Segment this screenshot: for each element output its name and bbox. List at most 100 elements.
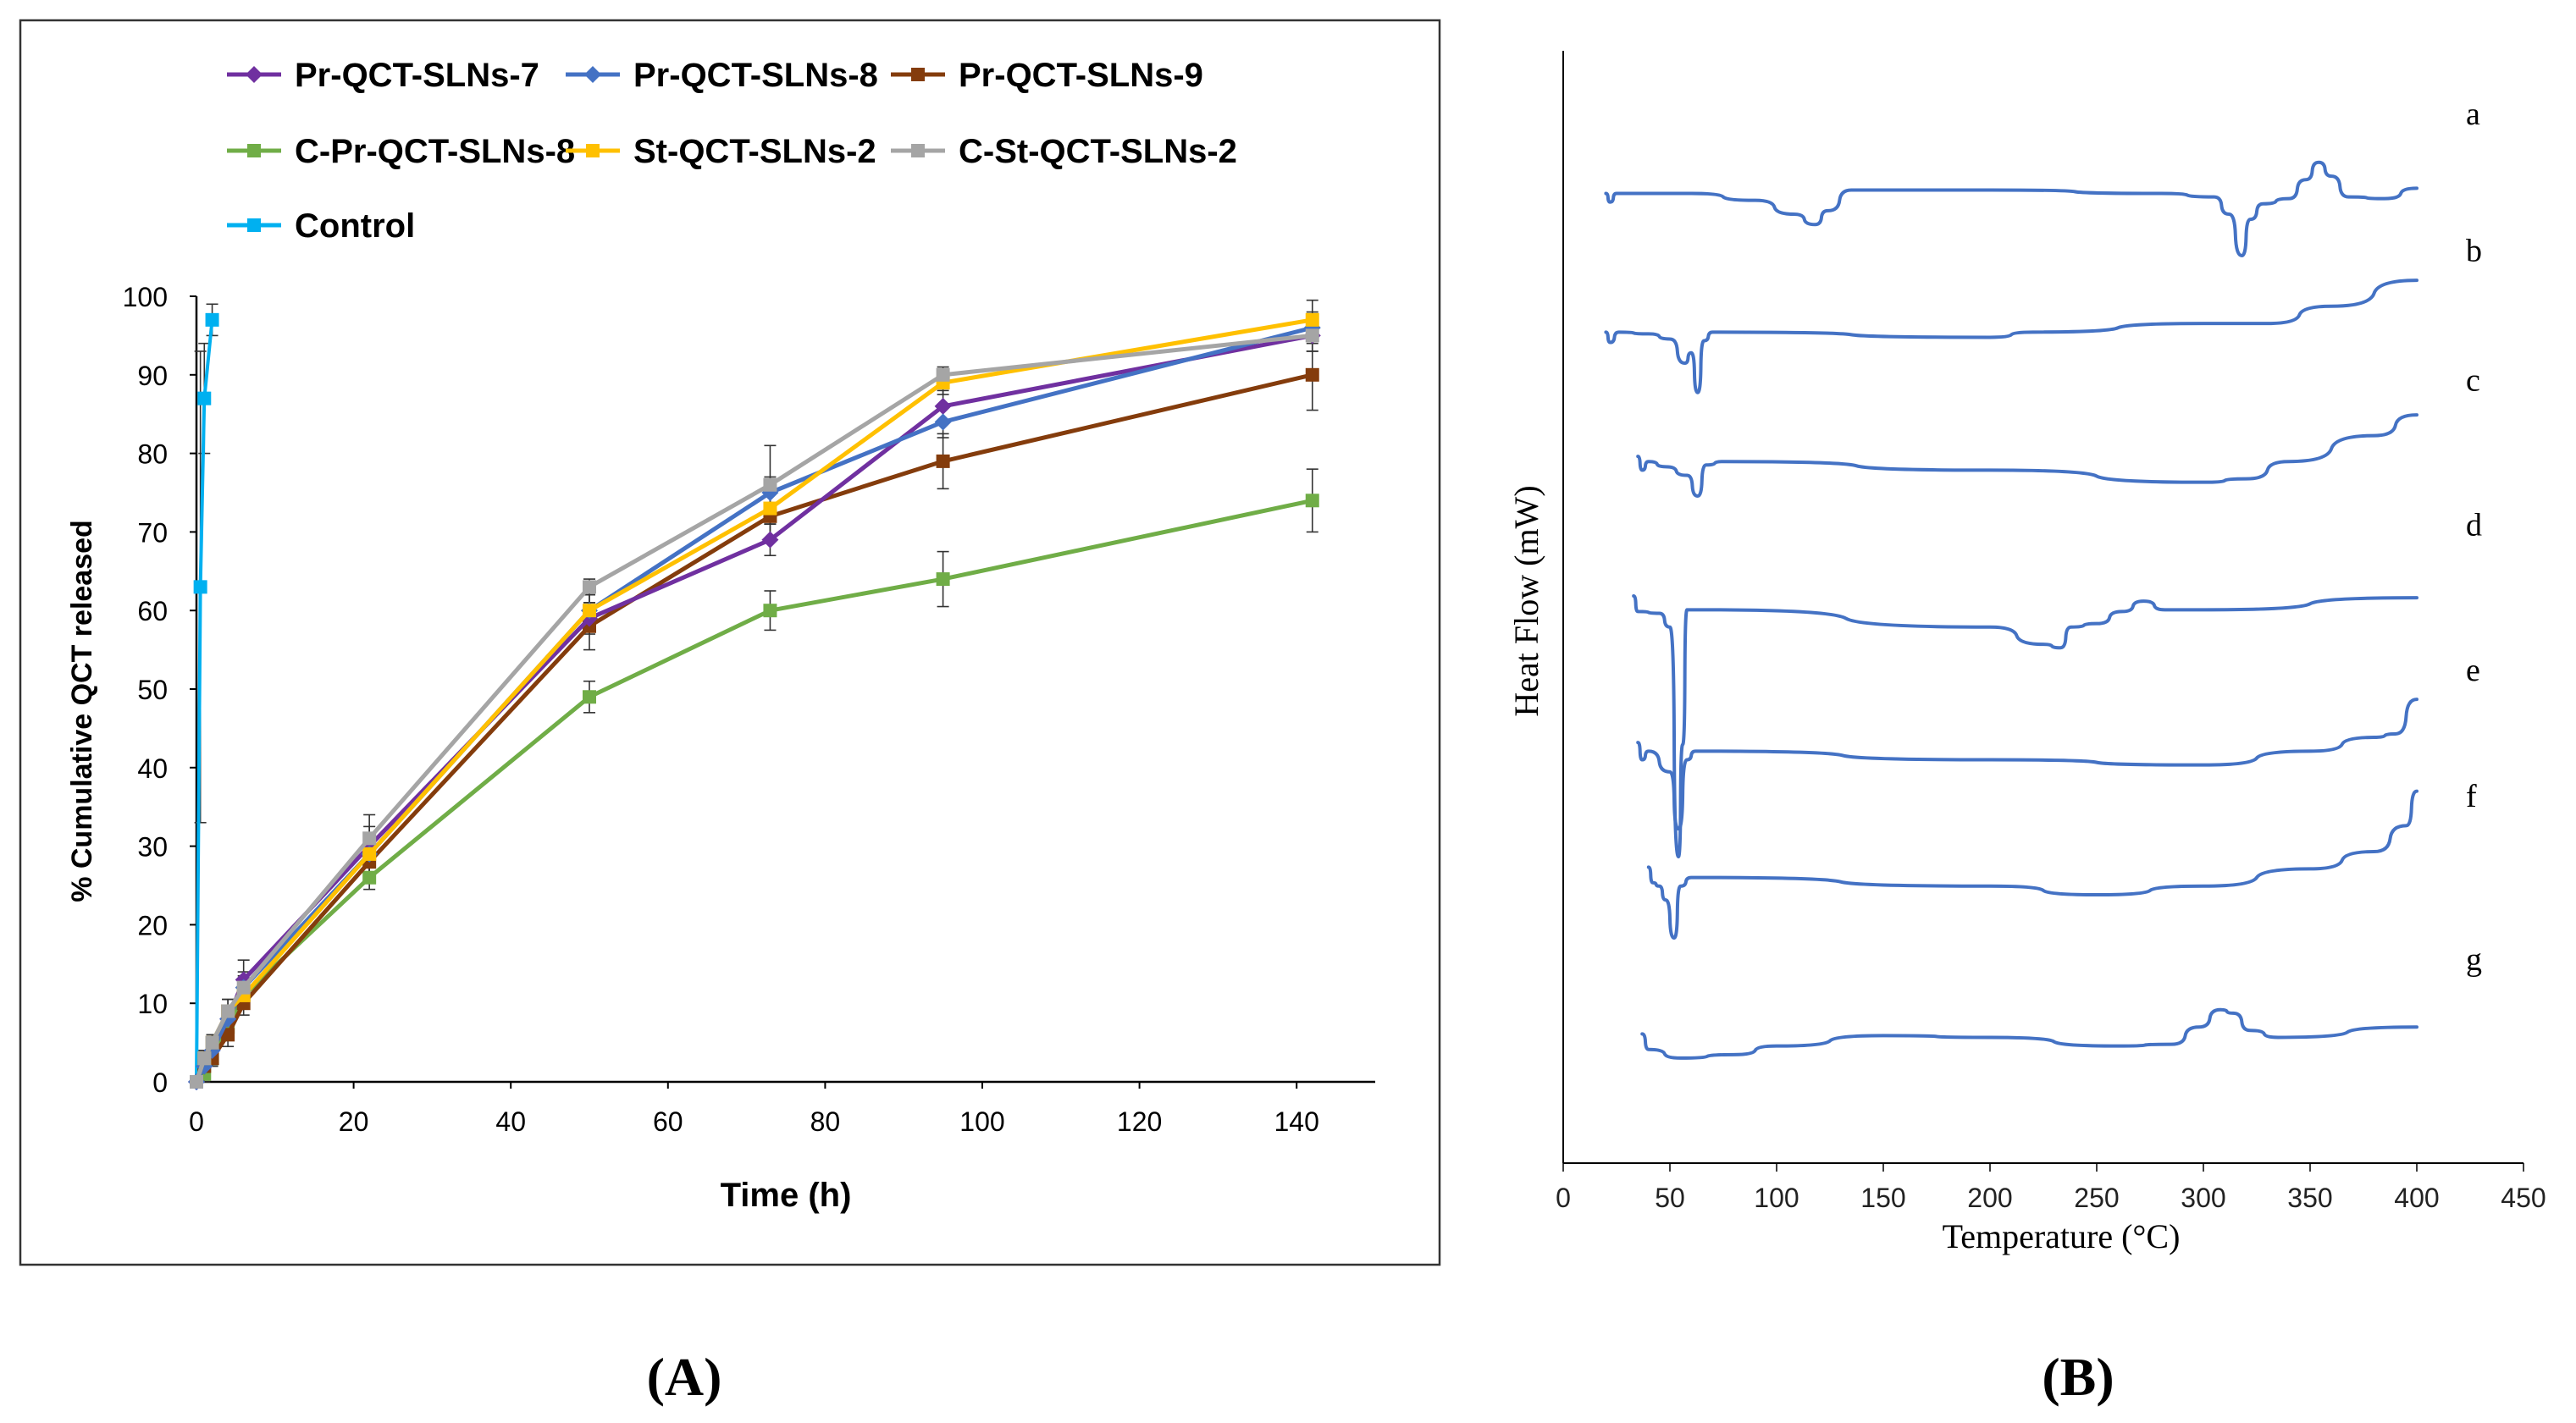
data-point-c-pr-qct-slns-8 xyxy=(1305,494,1319,508)
legend-entry-st-qct-slns-2: St-QCT-SLNs-2 xyxy=(566,133,876,170)
panel-b-curves: a b c d e f g xyxy=(1604,97,2482,1060)
data-point-control xyxy=(193,580,207,594)
panel-a-ytick-label: 0 xyxy=(152,1067,168,1098)
data-point-pr-qct-slns-7 xyxy=(761,531,779,549)
data-point-c-st-qct-slns-2 xyxy=(936,367,950,382)
legend-entry-pr-qct-slns-9: Pr-QCT-SLNs-9 xyxy=(891,57,1203,94)
data-point-pr-qct-slns-7 xyxy=(934,397,952,415)
legend-marker xyxy=(911,144,925,157)
legend-entry-c-st-qct-slns-2: C-St-QCT-SLNs-2 xyxy=(891,133,1237,170)
data-point-c-st-qct-slns-2 xyxy=(583,580,596,594)
legend-label: Control xyxy=(295,207,415,245)
data-point-st-qct-slns-2 xyxy=(763,501,777,516)
dsc-curve-label-b: b xyxy=(2466,234,2482,269)
data-point-st-qct-slns-2 xyxy=(583,604,596,618)
legend-marker xyxy=(584,66,601,83)
panel-b-caption: (B) xyxy=(2042,1347,2114,1407)
panel-b-xtick-label: 300 xyxy=(2181,1183,2225,1213)
panel-a-xtick-label: 20 xyxy=(339,1106,369,1137)
panel-b-xtick-label: 150 xyxy=(1860,1183,1905,1213)
panel-a-ytick-label: 30 xyxy=(137,832,168,863)
data-point-c-st-qct-slns-2 xyxy=(205,1035,219,1050)
legend-marker xyxy=(911,68,925,81)
panel-a-frame xyxy=(19,19,1441,1266)
legend-entry-pr-qct-slns-7: Pr-QCT-SLNs-7 xyxy=(227,57,539,94)
data-point-c-pr-qct-slns-8 xyxy=(936,572,950,587)
data-point-c-st-qct-slns-2 xyxy=(362,831,377,846)
panel-b-xtick-label: 400 xyxy=(2394,1183,2439,1213)
panel-a-ytick-label: 40 xyxy=(137,753,168,784)
panel-a-axes: 0 10 20 30 40 50 60 70 80 90 100 0 20 40 60 80 100 120 140 xyxy=(123,282,1375,1137)
panel-a-xtick-label: 140 xyxy=(1274,1106,1319,1137)
panel-a-xtick-label: 60 xyxy=(653,1106,683,1137)
legend-entry-control: Control xyxy=(227,207,415,245)
panel-a-ytick-label: 80 xyxy=(137,439,168,470)
panel-b-xtick-label: 450 xyxy=(2501,1183,2546,1213)
panel-a-xtick-label: 100 xyxy=(959,1106,1004,1137)
panel-a-xtick-label: 80 xyxy=(810,1106,841,1137)
legend-label: Pr-QCT-SLNs-9 xyxy=(959,57,1203,94)
data-point-c-st-qct-slns-2 xyxy=(236,980,251,995)
data-point-c-pr-qct-slns-8 xyxy=(362,870,377,885)
panel-a-xtick-label: 120 xyxy=(1117,1106,1162,1137)
data-point-st-qct-slns-2 xyxy=(1305,312,1319,327)
legend-label: St-QCT-SLNs-2 xyxy=(633,133,876,170)
dsc-curve-b xyxy=(1604,279,2418,394)
data-point-pr-qct-slns-8 xyxy=(934,413,952,431)
panel-b-xtick-label: 0 xyxy=(1556,1183,1571,1213)
data-point-pr-qct-slns-9 xyxy=(1305,367,1319,382)
data-point-c-st-qct-slns-2 xyxy=(763,477,777,492)
data-point-c-st-qct-slns-2 xyxy=(197,1051,212,1066)
panel-a-ytick-label: 70 xyxy=(137,517,168,548)
data-point-control xyxy=(197,391,212,405)
legend-marker xyxy=(586,144,600,157)
data-point-st-qct-slns-2 xyxy=(362,847,377,861)
dsc-curve-label-d: d xyxy=(2466,508,2482,543)
panel-b-xtick-label: 250 xyxy=(2074,1183,2119,1213)
panel-a-caption: (A) xyxy=(647,1347,722,1407)
legend-entry-c-pr-qct-slns-8: C-Pr-QCT-SLNs-8 xyxy=(227,133,575,170)
panel-a-xtick-label: 40 xyxy=(495,1106,526,1137)
data-point-pr-qct-slns-9 xyxy=(221,1028,235,1042)
panel-a-ylabel: % Cumulative QCT released xyxy=(66,520,98,902)
legend-marker xyxy=(247,144,261,157)
dsc-curve-e xyxy=(1636,698,2418,831)
dsc-curve-f xyxy=(1646,789,2418,940)
panel-a-ytick-label: 100 xyxy=(123,282,168,312)
panel-a-ytick-label: 10 xyxy=(137,989,168,1019)
panel-a-legend: Pr-QCT-SLNs-7 Pr-QCT-SLNs-8 Pr-QCT-SLNs-9 C… xyxy=(227,57,1237,245)
panel-b-axes: 0 50 100 150 200 250 300 350 400 450 xyxy=(1556,51,2546,1213)
panel-a-ytick-label: 60 xyxy=(137,596,168,626)
data-point-c-st-qct-slns-2 xyxy=(221,1004,235,1018)
legend-marker xyxy=(247,218,261,232)
panel-a-ytick-label: 50 xyxy=(137,675,168,705)
panel-a-xlabel: Time (h) xyxy=(721,1177,852,1214)
dsc-curve-c xyxy=(1636,413,2418,498)
panel-a-ytick-label: 20 xyxy=(137,910,168,940)
dsc-curve-a xyxy=(1604,160,2418,257)
dsc-curve-d xyxy=(1632,594,2418,859)
legend-label: Pr-QCT-SLNs-7 xyxy=(295,57,539,94)
panel-b-ylabel: Heat Flow (mW) xyxy=(1507,485,1545,716)
panel-b-xtick-label: 200 xyxy=(1967,1183,2012,1213)
legend-label: C-Pr-QCT-SLNs-8 xyxy=(295,133,575,170)
dsc-curve-label-f: f xyxy=(2466,779,2477,814)
data-point-c-pr-qct-slns-8 xyxy=(763,604,777,618)
data-point-control xyxy=(205,312,219,327)
data-point-c-st-qct-slns-2 xyxy=(1305,328,1319,343)
panel-b-xtick-label: 50 xyxy=(1655,1183,1685,1213)
panel-b-xlabel: Temperature (°C) xyxy=(1943,1217,2181,1255)
panel-a-series xyxy=(188,312,1321,1090)
panel-a-ytick-label: 90 xyxy=(137,361,168,391)
panel-a-xtick-label: 0 xyxy=(189,1106,204,1137)
data-point-pr-qct-slns-9 xyxy=(936,454,950,468)
data-point-c-pr-qct-slns-8 xyxy=(583,690,596,704)
series-line-control xyxy=(195,319,214,1083)
series-line-c-st-qct-slns-2 xyxy=(194,333,1313,1083)
dsc-curve-g xyxy=(1640,1007,2418,1060)
legend-label: Pr-QCT-SLNs-8 xyxy=(633,57,878,94)
legend-marker xyxy=(246,66,263,83)
legend-label: C-St-QCT-SLNs-2 xyxy=(959,133,1237,170)
